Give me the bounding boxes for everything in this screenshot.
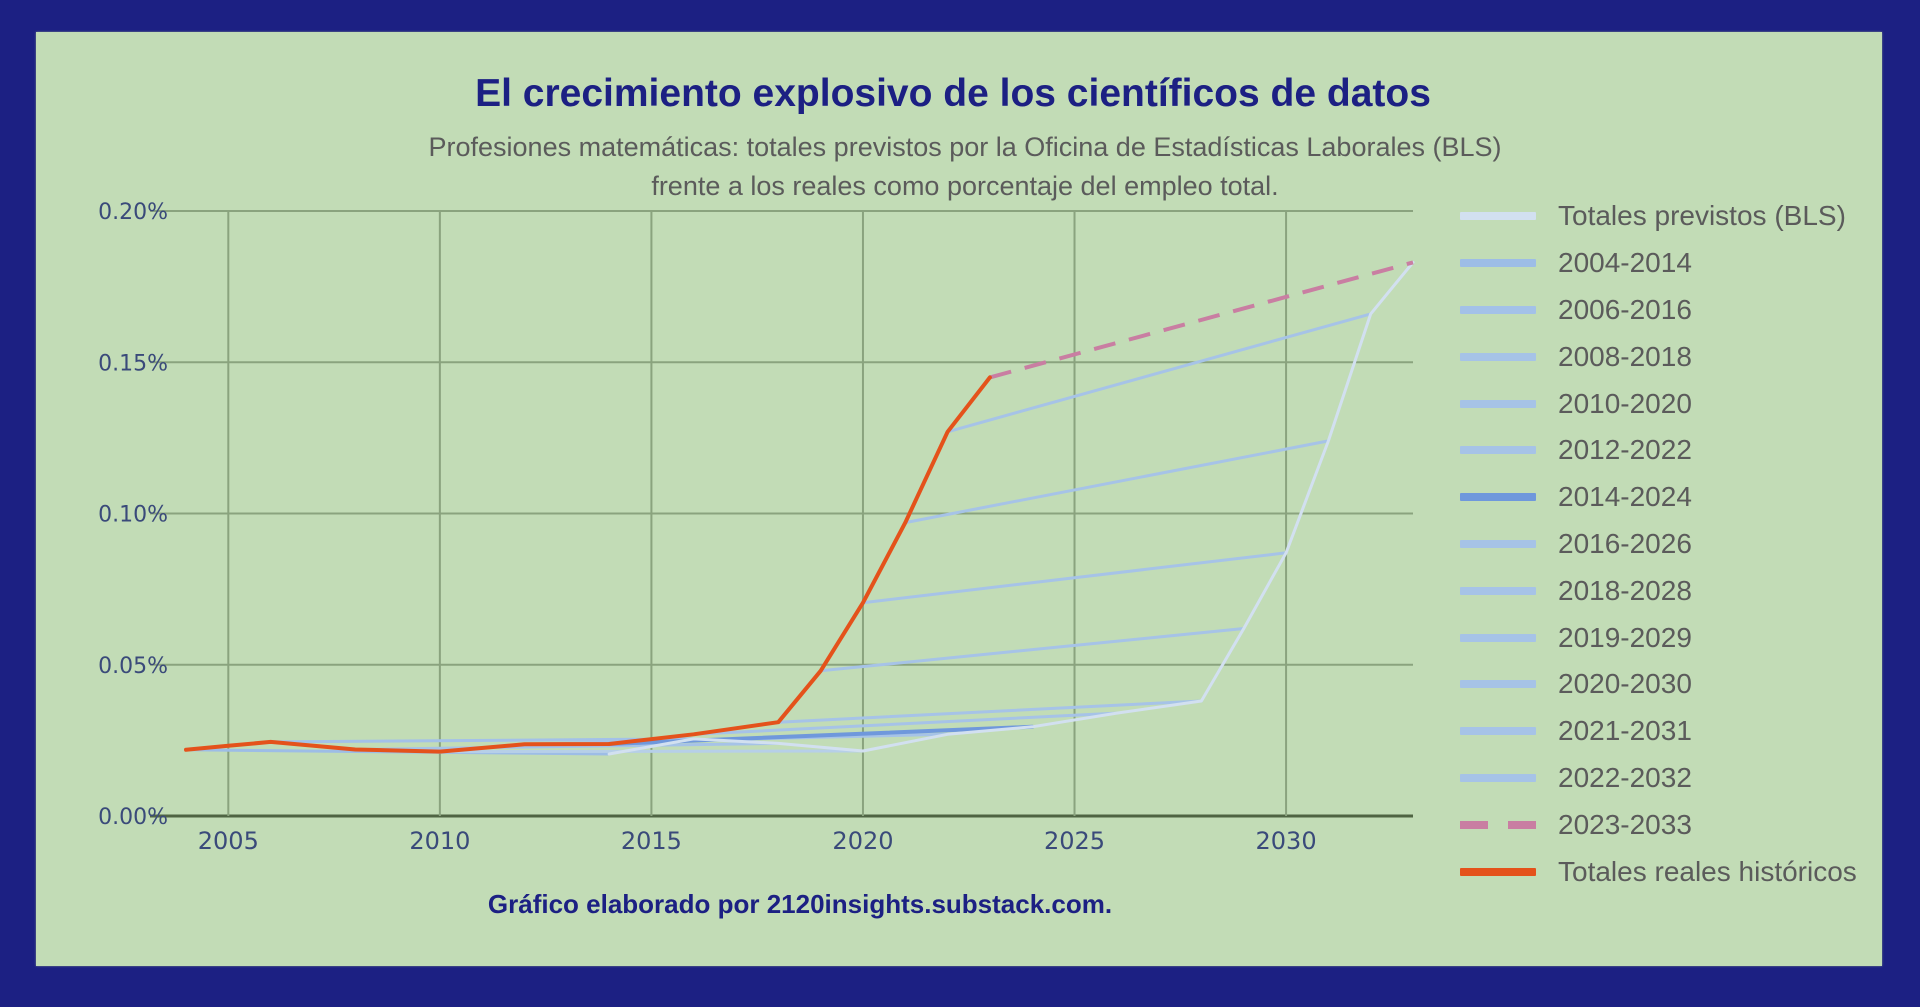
legend-item: Totales previstos (BLS) [1460,193,1857,240]
legend-item: 2014-2024 [1460,474,1857,521]
chart-subtitle-line2: frente a los reales como porcentaje del … [651,171,1279,201]
series-line [607,260,1415,756]
legend-label: 2014-2024 [1558,481,1692,513]
legend-label: Totales previstos (BLS) [1558,200,1846,232]
legend-line-icon [1460,352,1536,361]
legend-label: 2012-2022 [1558,434,1692,466]
y-axis-labels: 0.00% 0.05% 0.10% 0.15% 0.20% [98,200,168,830]
legend-label: 2006-2016 [1558,293,1692,325]
series-line [692,711,1119,736]
series-line [184,375,992,754]
legend-line-icon [1460,493,1536,502]
legend-label: Totales reales históricos [1558,855,1857,887]
x-tick-label: 2020 [832,827,893,855]
legend-item: 2019-2029 [1460,614,1857,661]
chart-title: El crecimiento explosivo de los científi… [475,72,1431,115]
legend-item: 2010-2020 [1460,380,1857,427]
x-axis-labels: 2005 2010 2015 2020 2025 2030 [198,827,1317,855]
series-line [861,551,1288,605]
legend-item: 2006-2016 [1460,287,1857,334]
legend-line-icon [1460,727,1536,736]
y-tick-label: 0.05% [98,654,168,679]
chart-legend: Totales previstos (BLS) 2004-2014 2006-201… [1460,193,1857,895]
legend-line-icon [1460,212,1536,221]
legend-item: 2020-2030 [1460,661,1857,708]
legend-item: 2012-2022 [1460,427,1857,474]
legend-label: 2010-2020 [1558,387,1692,419]
x-tick-label: 2015 [621,827,682,855]
y-tick-label: 0.20% [98,200,168,225]
series-line [438,749,865,754]
series-line [353,741,780,751]
legend-line-icon [1460,680,1536,689]
x-tick-label: 2005 [198,827,259,855]
series-line [269,737,696,744]
series-line [776,699,1203,724]
legend-line-icon [1460,446,1536,455]
legend-item: 2018-2028 [1460,567,1857,614]
data-series [184,260,1415,756]
series-line [946,312,1373,434]
legend-item: 2008-2018 [1460,333,1857,380]
legend-dashed-line-icon [1460,820,1536,829]
legend-line-icon [1460,867,1536,876]
y-tick-label: 0.00% [98,805,168,830]
x-tick-label: 2030 [1256,827,1317,855]
x-tick-label: 2010 [409,827,470,855]
chart-credit: Gráfico elaborado por 2120insights.subst… [487,889,1113,919]
x-tick-label: 2025 [1044,827,1105,855]
legend-label: 2004-2014 [1558,247,1692,279]
chart-subtitle-line1: Profesiones matemáticas: totales previst… [428,132,1502,162]
series-line [819,627,1246,673]
legend-item: 2023-2033 [1460,801,1857,848]
y-tick-label: 0.10% [98,503,168,528]
legend-item: 2022-2032 [1460,755,1857,802]
legend-label: 2021-2031 [1558,715,1692,747]
legend-line-icon [1460,539,1536,548]
legend-line-icon [1460,399,1536,408]
legend-item: Totales reales históricos [1460,848,1857,895]
chart-panel [36,32,1882,966]
legend-label: 2008-2018 [1558,340,1692,372]
grid-lines [150,210,1413,818]
legend-label: 2018-2028 [1558,574,1692,606]
series-line [903,439,1330,525]
legend-label: 2019-2029 [1558,621,1692,653]
legend-line-icon [1460,305,1536,314]
legend-line-icon [1460,773,1536,782]
legend-label: 2016-2026 [1558,527,1692,559]
legend-line-icon [1460,586,1536,595]
legend-line-icon [1460,633,1536,642]
legend-label: 2020-2030 [1558,668,1692,700]
legend-item: 2021-2031 [1460,708,1857,755]
y-tick-label: 0.15% [98,351,168,376]
legend-label: 2023-2033 [1558,808,1692,840]
legend-line-icon [1460,259,1536,268]
legend-label: 2022-2032 [1558,761,1692,793]
legend-item: 2016-2026 [1460,521,1857,568]
legend-item: 2004-2014 [1460,240,1857,287]
series-line [989,260,1414,380]
